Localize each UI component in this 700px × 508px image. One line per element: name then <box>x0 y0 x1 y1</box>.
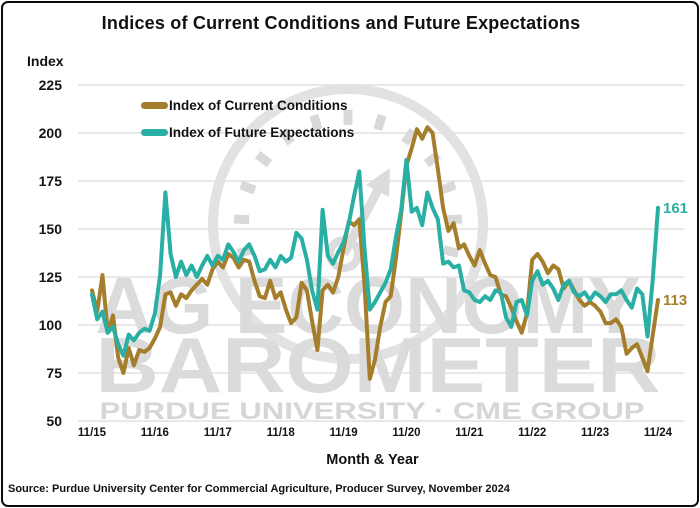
gauge-dash <box>439 180 457 195</box>
watermark-line3: PURDUE UNIVERSITY · CME GROUP <box>100 398 645 425</box>
legend-item-1: Index of Future Expectations <box>141 119 354 146</box>
x-tick-11-20: 11/20 <box>392 427 421 439</box>
end-label-161: 161 <box>663 199 689 217</box>
y-tick-150: 150 <box>38 220 62 237</box>
x-tick-11-15: 11/15 <box>77 427 107 439</box>
gauge-dash <box>442 245 460 258</box>
y-tick-225: 225 <box>38 76 62 93</box>
gauge-dash <box>309 113 323 131</box>
series-lines <box>90 125 660 381</box>
end-label-113: 113 <box>663 292 688 310</box>
legend-swatch-1 <box>141 129 168 136</box>
legend-label-0: Index of Current Conditions <box>169 98 348 113</box>
y-tick-125: 125 <box>38 268 62 285</box>
chart-title: Indices of Current Conditions and Future… <box>101 13 581 33</box>
y-axis-label: Index <box>27 53 64 69</box>
source-note: Source: Purdue University Center for Com… <box>8 483 510 495</box>
gauge-dash <box>254 151 273 168</box>
x-tick-11-22: 11/22 <box>518 427 547 439</box>
gauge-ring <box>208 84 488 364</box>
y-tick-100: 100 <box>38 316 62 333</box>
legend-label-1: Index of Future Expectations <box>169 125 355 140</box>
x-axis-title: Month & Year <box>326 452 419 468</box>
x-tick-11-18: 11/18 <box>266 427 295 439</box>
x-tick-11-21: 11/21 <box>455 427 484 439</box>
gauge-dash <box>446 214 463 225</box>
x-tick-11-17: 11/17 <box>203 427 232 439</box>
gauge-dash <box>278 128 295 146</box>
y-tick-50: 50 <box>46 412 62 429</box>
gauge-dash <box>373 113 387 131</box>
gauge-tick-dashes <box>233 110 463 258</box>
gauge-dash <box>239 180 257 195</box>
x-tick-11-16: 11/16 <box>140 427 169 439</box>
legend-item-0: Index of Current Conditions <box>141 92 354 119</box>
gauge-dash <box>233 214 250 225</box>
gauge-needle-arrowhead <box>366 168 390 197</box>
x-tick-11-19: 11/19 <box>329 427 358 439</box>
index-of-future-expectations-line <box>90 157 660 358</box>
y-tick-75: 75 <box>46 364 62 381</box>
legend-swatch-0 <box>141 102 168 109</box>
x-tick-11-24: 11/24 <box>643 427 673 439</box>
gauge-dash <box>401 128 418 146</box>
y-tick-200: 200 <box>38 124 62 141</box>
x-tick-11-23: 11/23 <box>581 427 610 439</box>
legend: Index of Current Conditions Index of Futu… <box>141 92 354 146</box>
y-tick-175: 175 <box>38 172 62 189</box>
